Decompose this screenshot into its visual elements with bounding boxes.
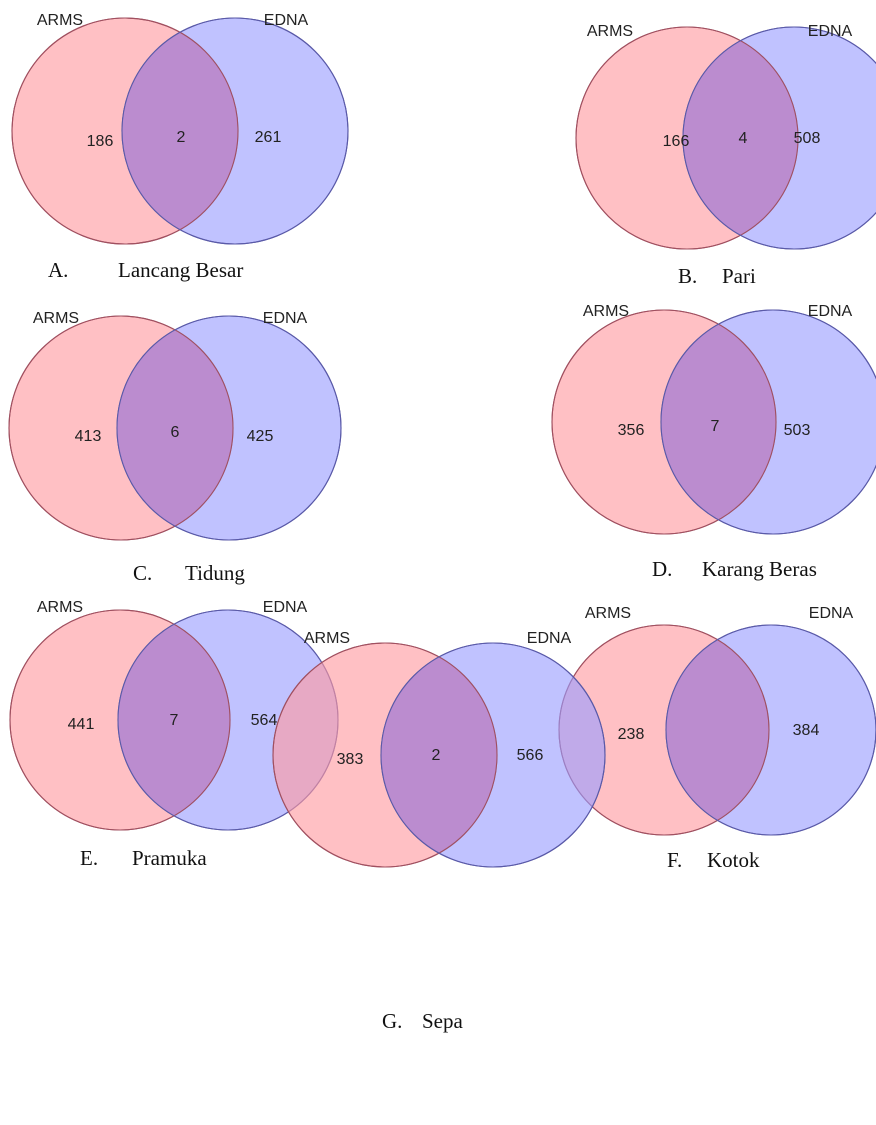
- arms-only-count: 383: [337, 751, 364, 768]
- diagram-caption: B. Pari: [678, 264, 756, 288]
- arms-only-count: 356: [618, 422, 645, 439]
- shared-count: 7: [711, 418, 720, 435]
- diagram-caption: E. Pramuka: [80, 846, 207, 870]
- arms-only-count: 441: [68, 716, 95, 733]
- edna-set-label: EDNA: [808, 23, 853, 40]
- edna-set-label: EDNA: [527, 630, 572, 647]
- arms-set-outline: [8, 315, 234, 541]
- arms-set-label: ARMS: [585, 605, 631, 622]
- diagram-caption: D. Karang Beras: [652, 557, 817, 581]
- edna-only-count: 503: [784, 422, 811, 439]
- caption-letter: B.: [678, 264, 697, 288]
- arms-set-label: ARMS: [37, 12, 83, 29]
- overlap-region: [381, 643, 497, 867]
- arms-only-count: 413: [75, 428, 102, 445]
- caption-letter: C.: [133, 561, 152, 585]
- caption-site-name: Karang Beras: [702, 557, 817, 581]
- venn-diagram-b: ARMS EDNA 166 4 508 B. Pari: [575, 23, 876, 288]
- diagram-caption: G. Sepa: [382, 1009, 464, 1033]
- venn-diagram-e: ARMS EDNA 441 7 564 E. Pramuka: [9, 599, 339, 870]
- arms-only-count: 166: [663, 133, 690, 150]
- overlap-region: [117, 316, 233, 540]
- venn-diagram-g: ARMS EDNA 383 2 566 G. Sepa: [272, 630, 606, 1033]
- venn-diagram-c: ARMS EDNA 413 6 425 C. Tidung: [8, 310, 342, 585]
- diagram-caption: C. Tidung: [133, 561, 245, 585]
- shared-count: 7: [170, 712, 179, 729]
- caption-letter: F.: [667, 848, 682, 872]
- edna-set-label: EDNA: [263, 310, 308, 327]
- edna-set-outline: [116, 315, 342, 541]
- shared-count: 4: [739, 130, 748, 147]
- venn-diagram-f: ARMS EDNA 238 384 F. Kotok: [558, 605, 876, 872]
- caption-site-name: Pari: [722, 264, 756, 288]
- edna-only-count: 384: [793, 722, 820, 739]
- overlap-region: [118, 610, 230, 830]
- overlap-region: [122, 18, 238, 244]
- edna-only-count: 261: [255, 129, 282, 146]
- shared-count: 2: [432, 747, 441, 764]
- caption-letter: A.: [48, 258, 68, 282]
- diagram-caption: A. Lancang Besar: [48, 258, 243, 282]
- caption-letter: D.: [652, 557, 672, 581]
- shared-count: 2: [177, 129, 186, 146]
- arms-set-outline: [9, 609, 231, 831]
- caption-site-name: Pramuka: [132, 846, 207, 870]
- arms-set-label: ARMS: [304, 630, 350, 647]
- overlap-region: [683, 27, 798, 249]
- overlap-region: [661, 310, 776, 534]
- diagram-caption: F. Kotok: [667, 848, 760, 872]
- overlap-region: [666, 625, 769, 835]
- edna-only-count: 425: [247, 428, 274, 445]
- edna-set-outline: [121, 17, 349, 245]
- arms-only-count: 186: [87, 133, 114, 150]
- caption-letter: G.: [382, 1009, 402, 1033]
- arms-set-label: ARMS: [37, 599, 83, 616]
- edna-only-count: 508: [794, 130, 821, 147]
- arms-set-label: ARMS: [583, 303, 629, 320]
- arms-set-label: ARMS: [587, 23, 633, 40]
- venn-diagram-a: ARMS EDNA 186 2 261 A. Lancang Besar: [11, 12, 349, 282]
- arms-set-outline: [11, 17, 239, 245]
- caption-site-name: Sepa: [422, 1009, 464, 1033]
- edna-set-outline: [665, 624, 876, 836]
- edna-set-outline: [660, 309, 876, 535]
- caption-letter: E.: [80, 846, 98, 870]
- caption-site-name: Lancang Besar: [118, 258, 243, 282]
- arms-set-outline: [551, 309, 777, 535]
- edna-set-label: EDNA: [263, 599, 308, 616]
- edna-set-label: EDNA: [809, 605, 854, 622]
- edna-only-count: 566: [517, 747, 544, 764]
- edna-set-outline: [380, 642, 606, 868]
- caption-site-name: Kotok: [707, 848, 760, 872]
- edna-set-outline: [682, 26, 876, 250]
- venn-diagram-d: ARMS EDNA 356 7 503 D. Karang Beras: [551, 303, 876, 581]
- arms-set-outline: [272, 642, 498, 868]
- edna-set-label: EDNA: [808, 303, 853, 320]
- arms-only-count: 238: [618, 726, 645, 743]
- edna-set-label: EDNA: [264, 12, 309, 29]
- edna-only-count: 564: [251, 712, 278, 729]
- shared-count: 6: [171, 424, 180, 441]
- arms-set-label: ARMS: [33, 310, 79, 327]
- arms-set-outline: [575, 26, 799, 250]
- caption-site-name: Tidung: [185, 561, 245, 585]
